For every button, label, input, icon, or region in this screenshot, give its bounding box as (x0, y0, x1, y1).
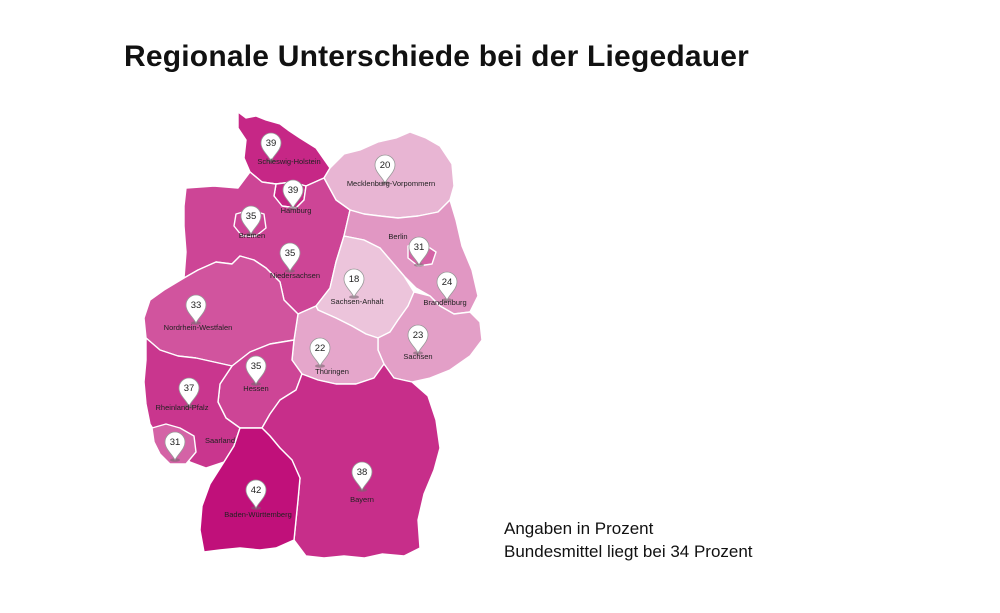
map-pin-rheinland-pfalz[interactable]: 37 Rheinland-Pfalz (156, 377, 209, 412)
region-value: 42 (251, 485, 262, 496)
region-label-niedersachsen: Niedersachsen (270, 271, 320, 280)
map-pin-icon (343, 268, 365, 298)
region-value: 38 (357, 467, 368, 478)
map-pin-icon (185, 294, 207, 324)
map-pin-brandenburg[interactable]: 24 Brandenburg (423, 271, 467, 307)
region-value: 35 (285, 248, 296, 259)
map-pin-icon (436, 271, 458, 301)
map-pin-mecklenburg-vorpommern[interactable]: 20 Mecklenburg-Vorpommern (347, 154, 435, 188)
map-notes: Angaben in Prozent Bundesmittel liegt be… (504, 517, 753, 563)
region-label-rheinland-pfalz: Rheinland-Pfalz (156, 403, 209, 412)
map-pin-berlin[interactable]: 31 Berlin (388, 232, 430, 267)
map-pin-icon (309, 337, 331, 367)
map-pin-icon (279, 242, 301, 272)
map-pin-icon (178, 377, 200, 407)
state-sachsen[interactable] (377, 291, 483, 383)
map-pin-sachsen-anhalt[interactable]: 18 Sachsen-Anhalt (331, 268, 385, 306)
map-pin-icon (407, 324, 429, 354)
map-pin-bayern[interactable]: 38 Bayern (350, 461, 374, 504)
map-pin-icon (240, 205, 262, 235)
map-pin-niedersachsen[interactable]: 35 Niedersachsen (270, 242, 320, 280)
map-pin-sachsen[interactable]: 23 Sachsen (403, 324, 433, 361)
region-value: 31 (414, 242, 425, 253)
region-value: 18 (349, 274, 360, 285)
note-national-average: Bundesmittel liegt bei 34 Prozent (504, 542, 753, 561)
region-value: 24 (442, 277, 453, 288)
region-label-hessen: Hessen (243, 384, 268, 393)
region-label-brandenburg: Brandenburg (423, 298, 466, 307)
map-pin-icon (282, 179, 304, 209)
region-label-mecklenburg-vorpommern: Mecklenburg-Vorpommern (347, 179, 435, 188)
region-label-baden-wuerttemberg: Baden-Württemberg (224, 510, 292, 519)
map-pin-schleswig-holstein[interactable]: 39 Schleswig-Holstein (257, 132, 321, 166)
region-value: 37 (184, 383, 195, 394)
region-value: 22 (315, 343, 326, 354)
region-label-bremen: Bremen (239, 231, 265, 240)
value-markers: 39 Schleswig-Holstein 20 Mecklenburg-Vorpom… (156, 132, 467, 519)
map-pin-icon (351, 461, 373, 491)
map-pin-bremen[interactable]: 35 Bremen (239, 205, 265, 240)
page-title: Regionale Unterschiede bei der Liegedaue… (124, 40, 750, 73)
region-value: 31 (170, 437, 181, 448)
region-value: 35 (246, 211, 257, 222)
map-pin-saarland[interactable]: 31 Saarland (164, 431, 235, 462)
region-label-schleswig-holstein: Schleswig-Holstein (257, 157, 320, 166)
map-pin-icon (260, 132, 282, 162)
note-units: Angaben in Prozent (504, 519, 654, 538)
region-label-sachsen-anhalt: Sachsen-Anhalt (331, 297, 385, 306)
map-pin-thueringen[interactable]: 22 Thüringen (309, 337, 349, 376)
map-pin-icon (408, 236, 430, 266)
map-pin-icon (245, 355, 267, 385)
map-pin-nordrhein-westfalen[interactable]: 33 Nordrhein-Westfalen (164, 294, 233, 332)
region-value: 39 (266, 138, 277, 149)
region-value: 39 (288, 185, 299, 196)
region-label-thueringen: Thüringen (315, 367, 349, 376)
region-value: 35 (251, 361, 262, 372)
map-pin-icon (164, 431, 186, 461)
map-pin-hessen[interactable]: 35 Hessen (243, 355, 269, 393)
region-label-bayern: Bayern (350, 495, 374, 504)
region-label-hamburg: Hamburg (281, 206, 312, 215)
region-label-sachsen: Sachsen (403, 352, 432, 361)
map-pin-baden-wuerttemberg[interactable]: 42 Baden-Württemberg (224, 479, 292, 519)
map-pin-icon (374, 154, 396, 184)
region-value: 23 (413, 330, 424, 341)
region-value: 33 (191, 300, 202, 311)
region-label-saarland: Saarland (205, 436, 235, 445)
region-label-berlin: Berlin (388, 232, 407, 241)
region-label-nordrhein-westfalen: Nordrhein-Westfalen (164, 323, 233, 332)
map-pin-icon (245, 479, 267, 509)
state-shapes (143, 111, 483, 559)
region-value: 20 (380, 160, 391, 171)
map-pin-hamburg[interactable]: 39 Hamburg (281, 179, 312, 215)
